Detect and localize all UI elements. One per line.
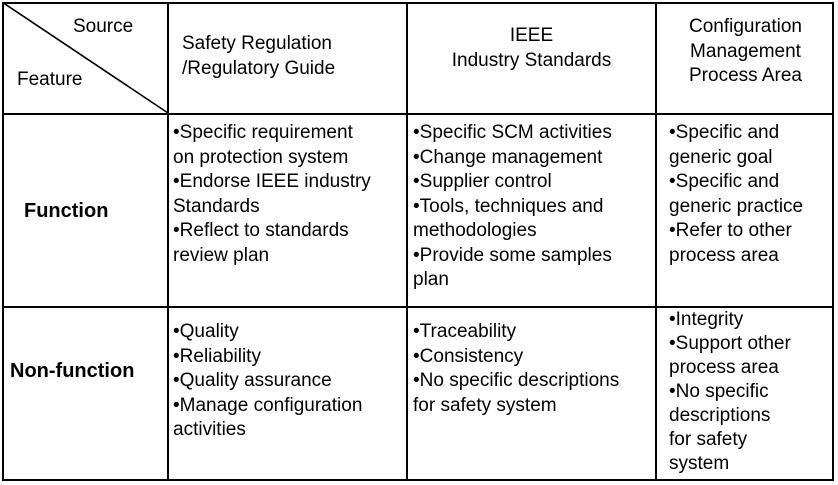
cell-line: activities xyxy=(173,419,246,440)
corner-feature-label: Feature xyxy=(17,69,83,90)
function-safety-regulation-cell: •Specific requirement on protection syst… xyxy=(173,121,371,268)
row-divider xyxy=(2,113,834,115)
cell-line: •Specific and xyxy=(669,122,780,143)
column-divider xyxy=(655,2,657,481)
column-divider xyxy=(167,2,169,481)
cell-line: •Refer to other xyxy=(669,220,792,241)
cell-line: •Supplier control xyxy=(413,171,552,192)
cell-line: •Specific requirement xyxy=(173,122,353,143)
cell-line: •No specific descriptions xyxy=(413,370,620,391)
cell-line: Standards xyxy=(173,195,260,217)
cell-line: •Reflect to standards xyxy=(173,220,349,241)
cell-line: •Specific SCM activities xyxy=(413,122,612,143)
corner-source-label: Source xyxy=(73,16,134,37)
cell-line: •Traceability xyxy=(413,321,517,342)
cell-line: for safety system xyxy=(413,394,557,416)
cell-line: •Support other xyxy=(669,333,791,354)
row-label-non-function: Non-function xyxy=(10,360,135,382)
column-header-safety-regulation: Safety Regulation /Regulatory Guide xyxy=(182,32,335,81)
cell-line: •Reliability xyxy=(173,345,261,367)
cell-line: •Integrity xyxy=(669,309,744,330)
column-divider xyxy=(406,2,408,481)
cell-line: methodologies xyxy=(413,220,537,241)
cell-line: •Quality xyxy=(173,321,239,342)
column-header-configuration-management: Configuration Management Process Area xyxy=(657,15,834,89)
non-function-configuration-cell: •Integrity •Support other process area •… xyxy=(669,308,791,476)
cell-line: •No specific xyxy=(669,381,769,402)
cell-line: process area xyxy=(669,244,779,266)
header-line: Process Area xyxy=(689,65,802,86)
column-header-ieee: IEEE Industry Standards xyxy=(408,24,655,73)
row-divider xyxy=(2,306,834,308)
cell-line: •Specific and xyxy=(669,171,780,192)
cell-line: generic practice xyxy=(669,195,804,217)
cell-line: generic goal xyxy=(669,146,773,168)
cell-line: •Change management xyxy=(413,146,603,168)
non-function-safety-regulation-cell: •Quality •Reliability •Quality assurance… xyxy=(173,320,362,443)
cell-line: •Tools, techniques and xyxy=(413,195,604,217)
cell-line: process area xyxy=(669,357,779,378)
cell-line: on protection system xyxy=(173,146,349,168)
header-line: Industry Standards xyxy=(451,49,612,71)
cell-line: review plan xyxy=(173,244,270,266)
function-ieee-cell: •Specific SCM activities •Change managem… xyxy=(413,121,612,293)
header-line: Configuration xyxy=(688,16,803,37)
cell-line: •Provide some samples xyxy=(413,244,612,266)
cell-line: system xyxy=(669,453,730,474)
cell-line: •Quality assurance xyxy=(173,370,332,391)
non-function-ieee-cell: •Traceability •Consistency •No specific … xyxy=(413,320,619,418)
header-line: /Regulatory Guide xyxy=(182,57,336,79)
header-line: IEEE xyxy=(509,25,554,46)
header-line: Safety Regulation xyxy=(182,33,332,54)
header-line: Management xyxy=(690,40,801,62)
row-label-function: Function xyxy=(24,200,109,222)
cell-line: •Endorse IEEE industry xyxy=(173,171,371,192)
cell-line: plan xyxy=(413,269,449,290)
corner-diagonal-line xyxy=(2,2,169,114)
cell-line: for safety xyxy=(669,429,748,450)
cell-line: •Consistency xyxy=(413,345,524,367)
cell-line: •Manage configuration xyxy=(173,394,363,416)
function-configuration-cell: •Specific and generic goal •Specific and… xyxy=(669,121,803,268)
cell-line: descriptions xyxy=(669,405,771,426)
